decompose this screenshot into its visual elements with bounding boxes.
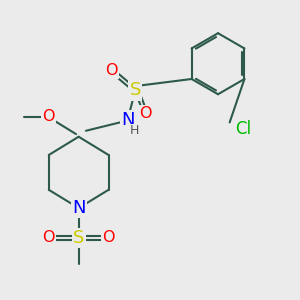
Text: S: S	[129, 81, 141, 99]
Text: N: N	[122, 111, 135, 129]
Text: O: O	[43, 230, 55, 245]
Text: O: O	[43, 109, 55, 124]
Text: S: S	[73, 229, 84, 247]
Text: O: O	[106, 63, 118, 78]
Text: O: O	[139, 106, 151, 121]
Text: O: O	[102, 230, 115, 245]
Text: H: H	[130, 124, 139, 137]
Text: Cl: Cl	[236, 120, 252, 138]
Text: N: N	[72, 199, 86, 217]
